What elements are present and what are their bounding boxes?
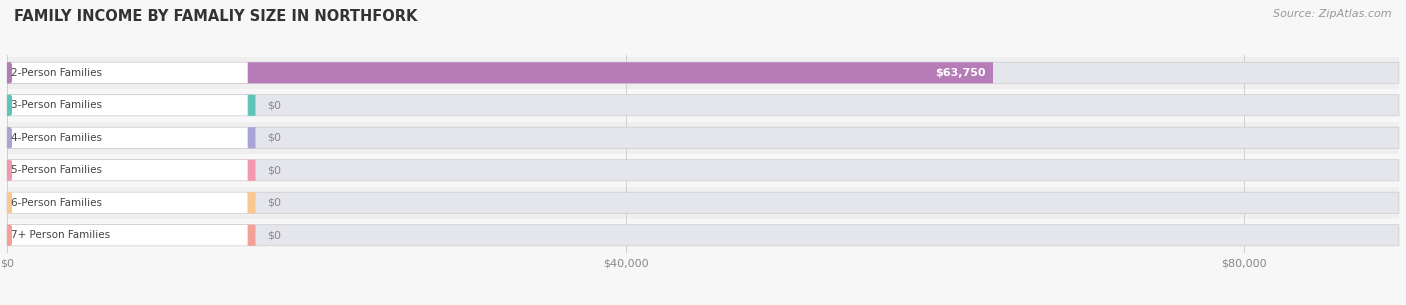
Text: 3-Person Families: 3-Person Families [11,100,103,110]
FancyBboxPatch shape [7,192,256,213]
Text: 2-Person Families: 2-Person Families [11,68,103,78]
Text: 7+ Person Families: 7+ Person Families [11,230,110,240]
Bar [7,154,1399,187]
FancyBboxPatch shape [7,160,1399,181]
FancyBboxPatch shape [11,62,247,83]
Text: 6-Person Families: 6-Person Families [11,198,103,208]
FancyBboxPatch shape [7,225,1399,246]
Bar [7,89,1399,121]
FancyBboxPatch shape [7,62,1399,83]
FancyBboxPatch shape [7,127,1399,148]
FancyBboxPatch shape [11,225,247,246]
Bar [7,219,1399,252]
Text: $0: $0 [267,165,281,175]
FancyBboxPatch shape [7,127,256,148]
Text: $0: $0 [267,230,281,240]
Text: $63,750: $63,750 [935,68,986,78]
FancyBboxPatch shape [11,192,247,213]
FancyBboxPatch shape [7,95,1399,116]
Bar [7,56,1399,89]
FancyBboxPatch shape [7,225,256,246]
FancyBboxPatch shape [7,160,256,181]
Text: $0: $0 [267,100,281,110]
Bar [7,121,1399,154]
FancyBboxPatch shape [7,192,1399,213]
Bar [7,187,1399,219]
FancyBboxPatch shape [7,62,993,83]
Text: 4-Person Families: 4-Person Families [11,133,103,143]
Text: $0: $0 [267,198,281,208]
Text: FAMILY INCOME BY FAMALIY SIZE IN NORTHFORK: FAMILY INCOME BY FAMALIY SIZE IN NORTHFO… [14,9,418,24]
FancyBboxPatch shape [11,127,247,148]
Text: Source: ZipAtlas.com: Source: ZipAtlas.com [1274,9,1392,19]
Text: $0: $0 [267,133,281,143]
FancyBboxPatch shape [11,160,247,181]
Text: 5-Person Families: 5-Person Families [11,165,103,175]
FancyBboxPatch shape [11,95,247,116]
FancyBboxPatch shape [7,95,256,116]
